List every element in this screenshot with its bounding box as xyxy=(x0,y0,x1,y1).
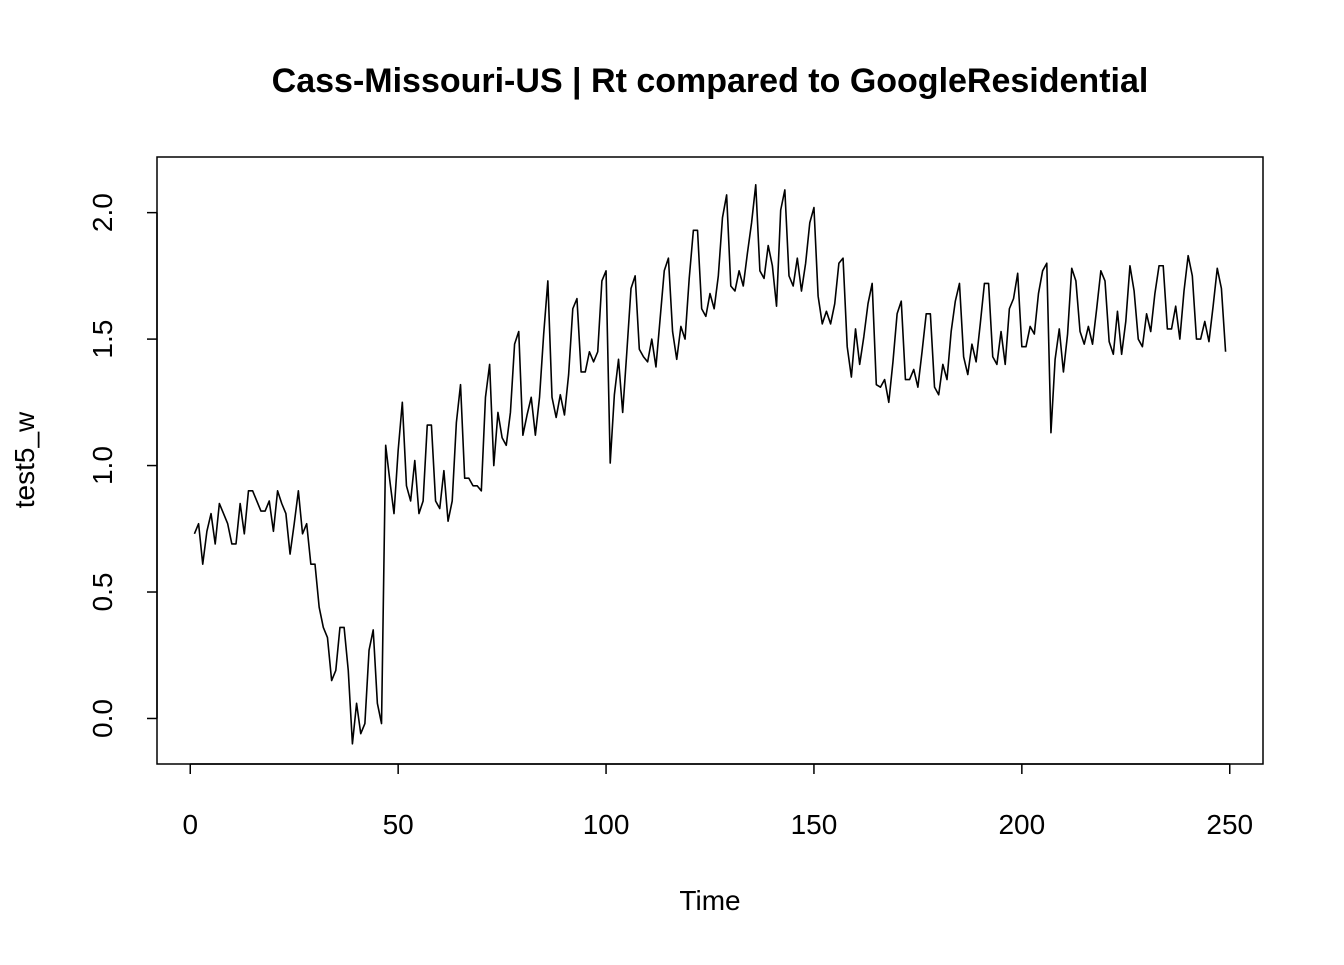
chart-title: Cass-Missouri-US | Rt compared to Google… xyxy=(272,62,1149,100)
x-tick-label: 0 xyxy=(182,809,198,840)
x-tick-label: 200 xyxy=(998,809,1045,840)
y-axis: 0.0 0.5 1.0 1.5 2.0 xyxy=(87,193,158,738)
y-tick-label: 1.0 xyxy=(87,446,118,485)
x-axis-label: Time xyxy=(679,885,740,916)
x-tick-label: 50 xyxy=(383,809,414,840)
x-tick-label: 100 xyxy=(583,809,630,840)
y-axis-label: test5_w xyxy=(9,411,40,508)
plot-frame xyxy=(156,156,1264,765)
series-layer xyxy=(193,184,1227,745)
y-tick-label: 2.0 xyxy=(87,193,118,232)
y-tick-label: 0.0 xyxy=(87,699,118,738)
y-tick-label: 1.5 xyxy=(87,320,118,359)
x-axis: 0 50 100 150 200 250 xyxy=(182,763,1253,840)
x-tick-label: 150 xyxy=(791,809,838,840)
series-line xyxy=(193,184,1227,745)
x-tick-label: 250 xyxy=(1206,809,1253,840)
y-tick-label: 0.5 xyxy=(87,573,118,612)
